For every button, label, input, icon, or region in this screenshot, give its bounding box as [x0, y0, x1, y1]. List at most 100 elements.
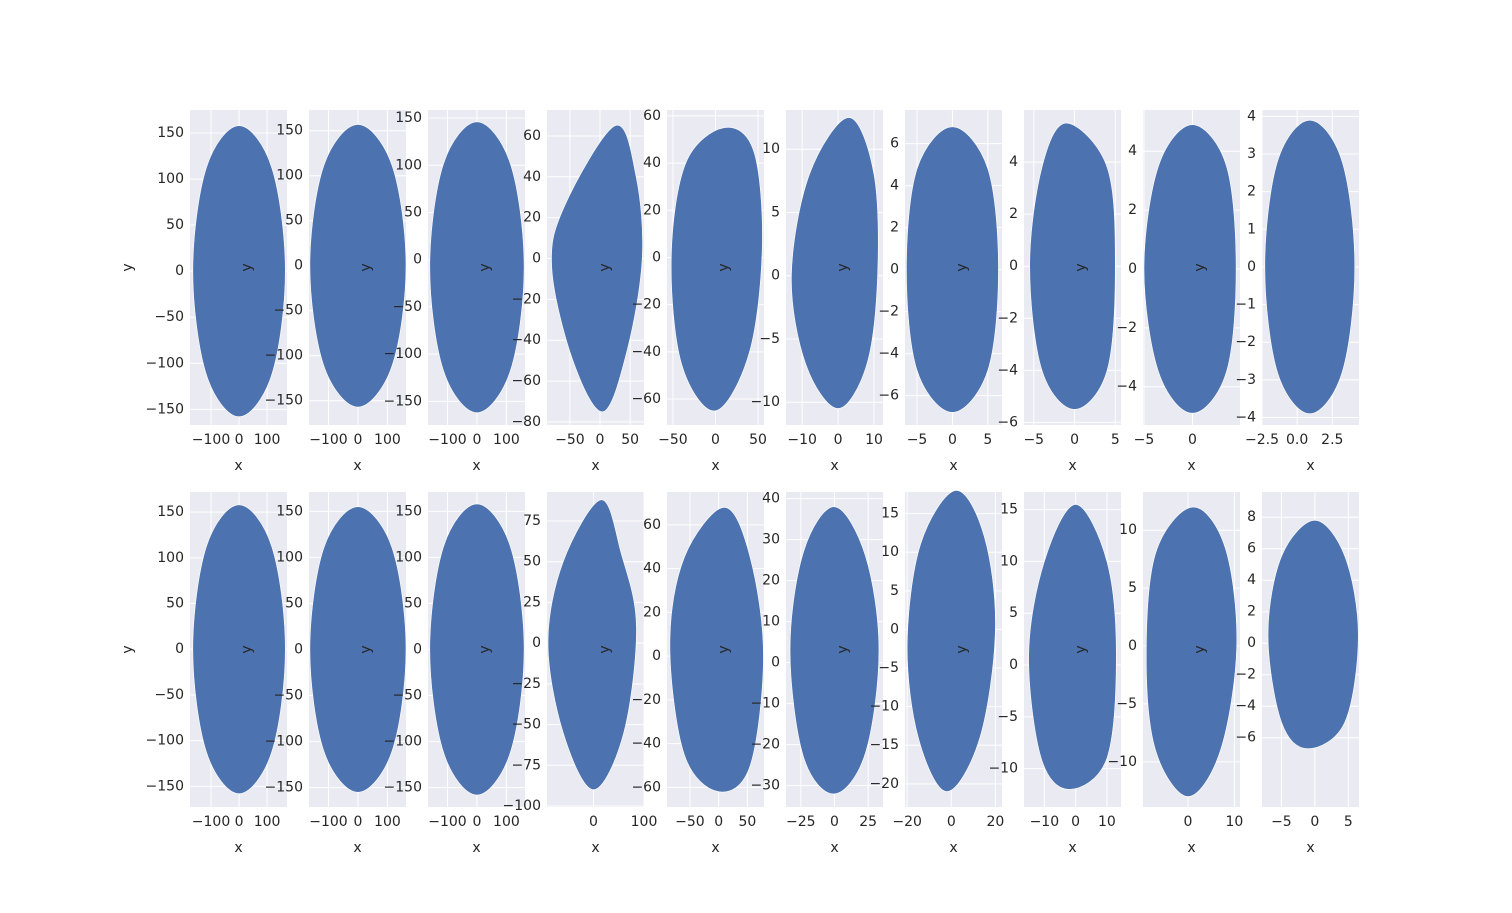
x-tick-label: 10: [1226, 814, 1244, 830]
x-tick-label: −5: [1271, 814, 1292, 830]
y-axis-label: y: [120, 645, 136, 653]
x-tick-label: 0: [1310, 814, 1319, 830]
y-tick-label: −100: [384, 346, 422, 362]
x-tick-label: 0: [353, 814, 362, 830]
y-tick-label: −15: [869, 737, 899, 753]
x-axis-label: x: [830, 458, 838, 474]
y-tick-label: −20: [631, 297, 661, 313]
y-tick-label: 8: [1247, 509, 1256, 525]
x-tick-label: −5: [907, 432, 928, 448]
x-axis-label: x: [234, 840, 242, 856]
x-tick-label: −100: [309, 432, 347, 448]
y-tick-label: 10: [762, 141, 780, 157]
y-tick-label: −4: [878, 346, 899, 362]
y-tick-label: 5: [771, 204, 780, 220]
y-tick-label: −150: [265, 393, 303, 409]
x-tick-label: 0: [947, 814, 956, 830]
y-tick-label: 40: [643, 155, 661, 171]
y-tick-label: 60: [643, 108, 661, 124]
y-tick-label: −60: [631, 391, 661, 407]
y-tick-label: −150: [384, 780, 422, 796]
y-tick-label: 10: [1119, 522, 1137, 538]
y-axis-label: y: [954, 645, 970, 653]
y-tick-label: 30: [762, 532, 780, 548]
y-tick-label: −150: [265, 780, 303, 796]
x-axis-label: x: [1187, 458, 1195, 474]
point-cloud: [1145, 506, 1238, 797]
x-tick-label: −100: [192, 432, 230, 448]
y-tick-label: 60: [643, 517, 661, 533]
y-tick-label: −100: [265, 348, 303, 364]
point-cloud: [1143, 124, 1237, 414]
y-tick-label: −2: [997, 310, 1018, 326]
x-axis-label: x: [711, 458, 719, 474]
x-tick-label: 0: [589, 814, 598, 830]
y-tick-label: −5: [997, 709, 1018, 725]
point-cloud: [429, 503, 525, 796]
y-tick-label: 0: [1247, 635, 1256, 651]
y-tick-label: −5: [878, 660, 899, 676]
y-axis-label: y: [1192, 263, 1208, 271]
x-tick-label: −20: [892, 814, 922, 830]
x-axis-label: x: [472, 840, 480, 856]
y-tick-label: 0: [532, 251, 541, 267]
y-tick-label: −4: [997, 362, 1018, 378]
x-tick-label: 0: [235, 432, 244, 448]
y-axis-label: y: [120, 263, 136, 271]
x-tick-label: 0.0: [1286, 432, 1308, 448]
y-tick-label: 75: [523, 513, 541, 529]
x-tick-label: 0: [1188, 432, 1197, 448]
x-tick-label: 50: [621, 432, 639, 448]
point-cloud: [789, 506, 880, 795]
y-tick-label: 60: [523, 128, 541, 144]
y-tick-label: 0: [771, 655, 780, 671]
y-tick-label: −50: [392, 688, 422, 704]
x-tick-label: 5: [983, 432, 992, 448]
x-axis-label: x: [591, 840, 599, 856]
y-tick-label: −5: [759, 331, 780, 347]
y-tick-label: 2: [890, 220, 899, 236]
x-tick-label: −5: [1023, 432, 1044, 448]
y-tick-label: −100: [146, 733, 184, 749]
x-axis-label: x: [949, 458, 957, 474]
point-cloud: [192, 125, 286, 418]
y-axis-label: y: [597, 645, 613, 653]
x-axis-label: x: [949, 840, 957, 856]
y-tick-label: −150: [384, 393, 422, 409]
x-tick-label: 50: [738, 814, 756, 830]
y-tick-label: −150: [146, 401, 184, 417]
y-axis-label: y: [1192, 645, 1208, 653]
point-cloud: [1264, 119, 1356, 415]
y-tick-label: 0: [890, 621, 899, 637]
x-tick-label: −50: [658, 432, 688, 448]
point-cloud: [309, 124, 407, 408]
x-tick-label: −100: [428, 814, 466, 830]
y-tick-label: −4: [1235, 698, 1256, 714]
y-axis-label: y: [835, 645, 851, 653]
x-tick-label: −50: [675, 814, 705, 830]
y-tick-label: 4: [890, 178, 899, 194]
x-tick-label: 0: [353, 432, 362, 448]
x-tick-label: 0: [472, 814, 481, 830]
y-axis-label: y: [716, 263, 732, 271]
y-tick-label: 50: [166, 217, 184, 233]
y-tick-label: 5: [890, 583, 899, 599]
y-tick-label: 150: [395, 110, 422, 126]
y-tick-label: −60: [511, 373, 541, 389]
y-tick-label: 100: [395, 549, 422, 565]
y-tick-label: 40: [643, 561, 661, 577]
y-tick-label: −100: [503, 798, 541, 814]
x-axis-label: x: [353, 458, 361, 474]
y-tick-label: 0: [175, 641, 184, 657]
y-tick-label: −2: [878, 304, 899, 320]
y-tick-label: −20: [511, 291, 541, 307]
y-tick-label: 15: [881, 506, 899, 522]
point-cloud: [906, 126, 999, 413]
x-axis-label: x: [1306, 840, 1314, 856]
x-tick-label: 5: [1111, 432, 1120, 448]
y-tick-label: −10: [1107, 754, 1137, 770]
y-axis-label: y: [239, 645, 255, 653]
y-tick-label: −20: [631, 692, 661, 708]
y-tick-label: 0: [1128, 638, 1137, 654]
